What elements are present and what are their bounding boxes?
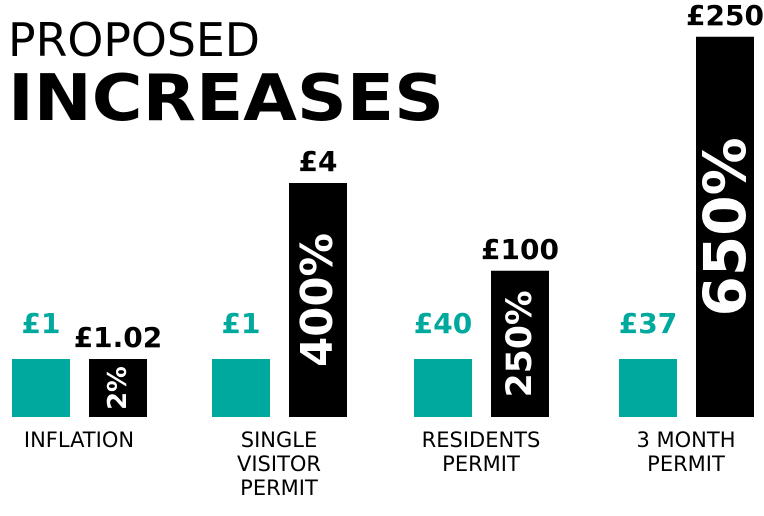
current-label: £37	[619, 307, 677, 340]
increase-bar	[491, 270, 549, 417]
increase-bar	[696, 36, 754, 417]
current-bar	[12, 359, 70, 417]
chart-title: PROPOSED	[8, 13, 260, 67]
current-bar	[619, 359, 677, 417]
increase-label: 250%	[500, 290, 540, 397]
proposed-label: £4	[299, 145, 338, 178]
category-label: RESIDENTS PERMIT	[421, 428, 541, 476]
category-label: 3 MONTH PERMIT	[636, 428, 736, 476]
current-bar	[414, 359, 472, 417]
category-label: SINGLE VISITOR PERMIT	[236, 428, 322, 500]
current-bar	[212, 359, 270, 417]
increase-label: 650%	[691, 137, 759, 316]
current-label: £1	[222, 307, 261, 340]
increase-bar	[289, 183, 347, 417]
increase-bar	[89, 359, 147, 417]
current-label: £40	[414, 307, 472, 340]
category-label: INFLATION	[23, 428, 135, 452]
increase-label: 2%	[103, 366, 133, 410]
increase-label: 400%	[293, 233, 343, 367]
current-label: £1	[22, 307, 61, 340]
proposed-label: £1.02	[74, 321, 163, 354]
chart-subtitle: INCREASES	[8, 62, 444, 136]
proposed-label: £250	[686, 0, 764, 32]
proposed-label: £100	[481, 233, 559, 266]
